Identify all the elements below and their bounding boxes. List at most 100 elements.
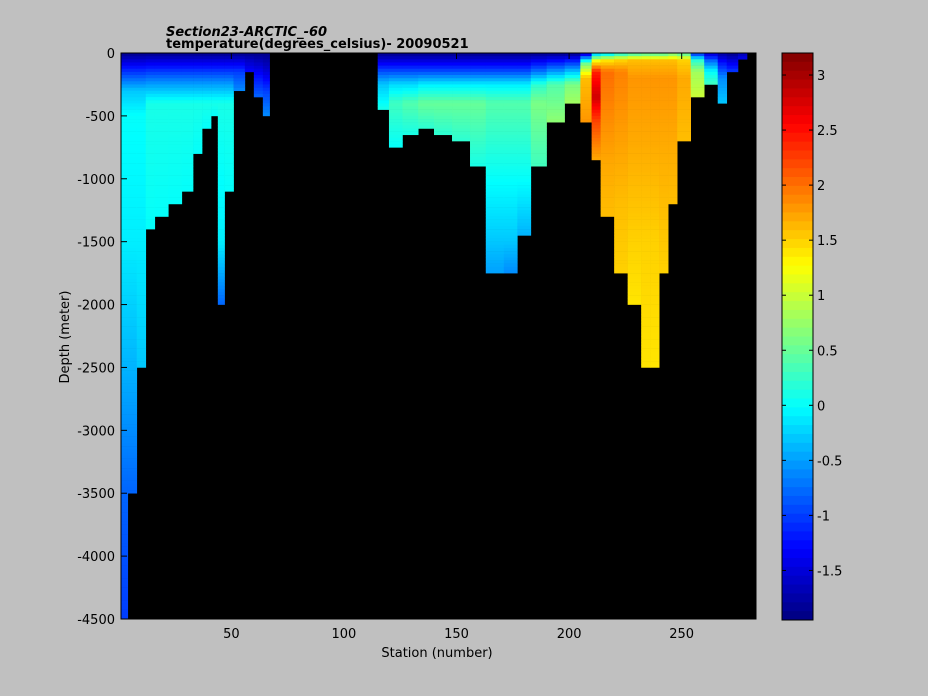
heatmap-cell	[690, 93, 705, 98]
heatmap-cell	[217, 87, 225, 92]
colorbar-gradient	[782, 53, 813, 621]
heatmap-cell	[121, 420, 129, 425]
heatmap-cell	[154, 100, 169, 104]
heatmap-cell	[262, 87, 270, 92]
heatmap-cell	[136, 336, 147, 340]
heatmap-cell	[677, 119, 691, 123]
heatmap-cell	[121, 524, 129, 529]
heatmap-cell	[668, 68, 678, 73]
heatmap-cell	[627, 62, 642, 66]
heatmap-cell	[627, 291, 642, 296]
heatmap-cell	[154, 203, 169, 208]
heatmap-cell	[627, 122, 642, 126]
heatmap-cell	[517, 169, 532, 173]
heatmap-cell	[217, 62, 225, 66]
heatmap-cell	[136, 358, 147, 362]
heatmap-cell	[217, 291, 225, 296]
heatmap-cell	[530, 62, 547, 66]
heatmap-cell	[659, 175, 669, 180]
heatmap-cell	[627, 106, 642, 110]
heatmap-cell	[121, 461, 129, 466]
heatmap-cell	[127, 273, 138, 277]
station-profile	[503, 53, 518, 274]
colorbar-band	[782, 522, 813, 532]
heatmap-cell	[677, 62, 691, 66]
heatmap-cell	[168, 68, 183, 73]
heatmap-cell	[641, 134, 651, 139]
heatmap-cell	[690, 62, 705, 66]
heatmap-cell	[600, 84, 615, 88]
heatmap-cell	[677, 128, 691, 132]
heatmap-cell	[485, 87, 505, 92]
heatmap-cell	[233, 62, 246, 66]
heatmap-cell	[145, 115, 156, 120]
heatmap-cell	[136, 125, 147, 129]
heatmap-cell	[121, 93, 129, 98]
heatmap-cell	[627, 84, 642, 88]
heatmap-cell	[614, 260, 628, 264]
heatmap-cell	[127, 430, 138, 434]
heatmap-cell	[127, 376, 138, 381]
heatmap-cell	[121, 392, 129, 397]
heatmap-cell	[434, 100, 453, 104]
heatmap-cell	[402, 87, 419, 92]
heatmap-cell	[650, 112, 660, 117]
station-profile	[470, 53, 487, 167]
heatmap-cell	[145, 97, 156, 101]
heatmap-cell	[614, 56, 628, 60]
heatmap-cell	[452, 62, 471, 66]
heatmap-cell	[641, 225, 651, 230]
heatmap-cell	[202, 103, 212, 107]
heatmap-cell	[127, 112, 138, 117]
heatmap-cell	[650, 295, 660, 299]
heatmap-cell	[614, 266, 628, 271]
heatmap-cell	[127, 307, 138, 312]
heatmap-cell	[627, 213, 642, 217]
heatmap-cell	[233, 84, 246, 88]
heatmap-cell	[127, 351, 138, 356]
colorbar-band	[782, 159, 813, 169]
heatmap-cell	[121, 436, 129, 441]
heatmap-cell	[530, 119, 547, 123]
heatmap-cell	[517, 207, 532, 211]
heatmap-cell	[181, 84, 194, 88]
heatmap-cell	[121, 515, 129, 519]
heatmap-cell	[136, 247, 147, 252]
heatmap-cell	[600, 169, 615, 173]
heatmap-cell	[668, 90, 678, 95]
heatmap-cell	[434, 106, 453, 110]
heatmap-cell	[659, 185, 669, 189]
heatmap-cell	[600, 207, 615, 211]
heatmap-cell	[377, 84, 390, 88]
heatmap-cell	[677, 71, 691, 76]
heatmap-cell	[503, 210, 518, 214]
heatmap-cell	[121, 534, 129, 538]
heatmap-cell	[650, 53, 660, 57]
heatmap-cell	[127, 241, 138, 246]
heatmap-cell	[503, 90, 518, 95]
heatmap-cell	[564, 100, 581, 104]
heatmap-cell	[145, 175, 156, 180]
heatmap-cell	[600, 200, 615, 205]
heatmap-cell	[641, 156, 651, 161]
heatmap-cell	[650, 150, 660, 154]
heatmap-cell	[127, 474, 138, 478]
heatmap-cell	[659, 200, 669, 205]
heatmap-cell	[127, 257, 138, 261]
heatmap-cell	[193, 115, 203, 120]
heatmap-cell	[641, 301, 651, 305]
heatmap-cell	[434, 122, 453, 126]
heatmap-cell	[485, 156, 505, 161]
heatmap-cell	[121, 159, 129, 164]
heatmap-cell	[388, 112, 403, 117]
heatmap-cell	[418, 53, 435, 57]
heatmap-cell	[224, 93, 234, 98]
heatmap-cell	[181, 75, 194, 79]
heatmap-cell	[485, 134, 505, 139]
heatmap-cell	[668, 150, 678, 154]
heatmap-cell	[136, 134, 147, 139]
heatmap-cell	[668, 169, 678, 173]
heatmap-cell	[168, 53, 183, 57]
heatmap-cell	[217, 279, 225, 283]
heatmap-cell	[650, 103, 660, 107]
